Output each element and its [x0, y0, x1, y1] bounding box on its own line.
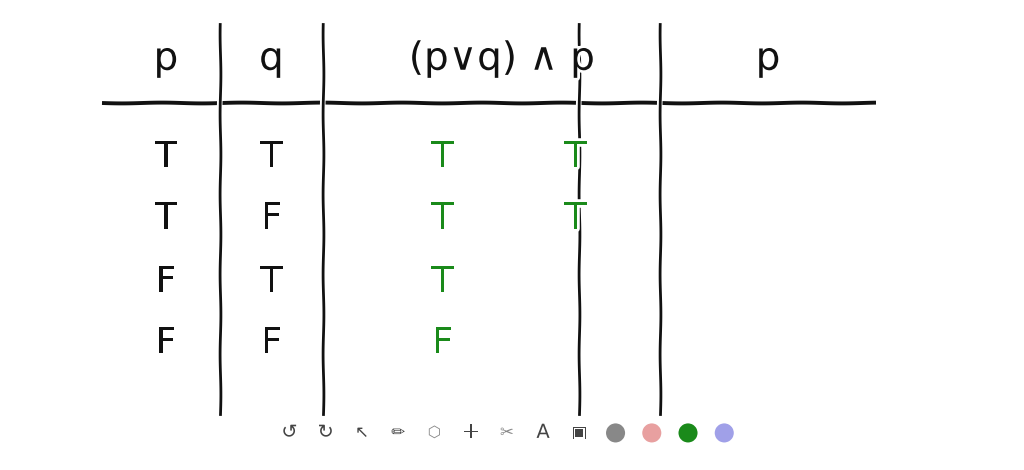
Text: ↺: ↺ — [282, 423, 298, 442]
Text: T: T — [155, 141, 177, 174]
Text: T: T — [260, 265, 283, 299]
Text: ●: ● — [641, 420, 663, 445]
Text: F: F — [261, 326, 282, 360]
Text: ✏: ✏ — [391, 423, 406, 441]
Text: +: + — [462, 423, 480, 442]
Text: p: p — [154, 40, 178, 78]
Text: ●: ● — [604, 420, 627, 445]
Text: T: T — [155, 202, 177, 235]
Text: ⬡: ⬡ — [428, 425, 441, 440]
Text: F: F — [156, 265, 176, 299]
Text: T: T — [260, 141, 283, 174]
Text: q: q — [259, 40, 284, 78]
Text: (p∨q) ∧ p: (p∨q) ∧ p — [409, 40, 595, 78]
Text: ▣: ▣ — [571, 423, 587, 441]
Text: T: T — [564, 141, 587, 174]
Text: A: A — [537, 423, 550, 442]
Text: p: p — [756, 40, 780, 78]
Text: T: T — [431, 265, 454, 299]
Text: ↻: ↻ — [317, 423, 334, 442]
Text: ●: ● — [714, 420, 735, 445]
Text: F: F — [432, 326, 453, 360]
Text: T: T — [431, 202, 454, 235]
Text: F: F — [261, 202, 282, 235]
Text: ✂: ✂ — [500, 423, 514, 441]
Text: ●: ● — [677, 420, 699, 445]
Text: ↖: ↖ — [355, 423, 369, 441]
Text: F: F — [156, 326, 176, 360]
Text: T: T — [564, 202, 587, 235]
Text: T: T — [431, 141, 454, 174]
